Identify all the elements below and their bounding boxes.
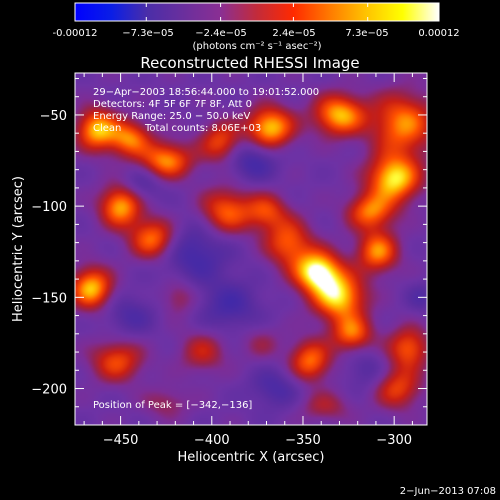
colorbar-tick-label-3: −2.4e−05 — [195, 28, 247, 39]
heatmap — [74, 72, 428, 426]
info-time-range: 29−Apr−2003 18:56:44.000 to 19:01:52.000 — [93, 87, 319, 98]
colorbar-unit-label: (photons cm⁻² s⁻¹ asec⁻²) — [192, 41, 321, 52]
info-detectors: Detectors: 4F 5F 6F 7F 8F, Att 0 — [93, 99, 252, 110]
info-energy-range: Energy Range: 25.0 − 50.0 keV — [93, 111, 250, 122]
axis-ticks — [75, 73, 427, 426]
heatmap-image — [75, 73, 427, 425]
x-tick-label-4: −300 — [376, 433, 412, 448]
colorbar-ticks — [74, 3, 440, 21]
y-tick-label-1: −50 — [40, 109, 67, 124]
y-axis-labels: −50 −100 −150 −200 Heliocentric Y (arcse… — [11, 109, 67, 398]
colorbar: -0.00012 −7.3e−05 −2.4e−05 2.4e−05 7.3e−… — [53, 2, 460, 52]
info-total-counts: Total counts: 8.06E+03 — [144, 123, 261, 134]
plot-title: Reconstructed RHESSI Image — [140, 54, 359, 72]
x-axis-labels: −450 −400 −350 −300 Heliocentric X (arcs… — [103, 433, 412, 465]
info-peak-position: Position of Peak = [−342,−136] — [93, 400, 252, 411]
colorbar-tick-label-1: -0.00012 — [53, 28, 98, 39]
colorbar-tick-label-5: 7.3e−05 — [345, 28, 388, 39]
colorbar-tick-label-2: −7.3e−05 — [122, 28, 174, 39]
x-tick-label-2: −400 — [194, 433, 230, 448]
colorbar-tick-label-4: 2.4e−05 — [272, 28, 315, 39]
y-tick-label-3: −150 — [31, 291, 67, 306]
y-tick-label-4: −200 — [31, 383, 67, 398]
info-method: Clean — [93, 123, 121, 134]
x-tick-label-3: −350 — [285, 433, 321, 448]
plot-frame — [74, 72, 428, 426]
colorbar-tick-label-6: 0.00012 — [418, 28, 459, 39]
footer-timestamp: 2−Jun−2013 07:08 — [400, 486, 496, 497]
y-tick-label-2: −100 — [31, 200, 67, 215]
y-axis-label: Heliocentric Y (arcsec) — [11, 176, 26, 322]
colorbar-gradient — [74, 2, 440, 22]
x-tick-label-1: −450 — [103, 433, 139, 448]
x-axis-label: Heliocentric X (arcsec) — [178, 450, 325, 465]
info-overlay: 29−Apr−2003 18:56:44.000 to 19:01:52.000… — [93, 87, 319, 411]
